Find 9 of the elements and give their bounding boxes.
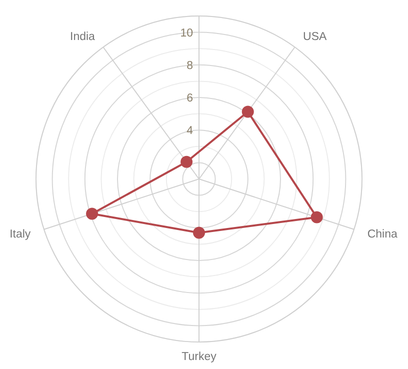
y-tick-label: 4 bbox=[186, 125, 194, 138]
y-tick-label: 8 bbox=[186, 60, 193, 72]
spoke-label: USA bbox=[303, 30, 328, 43]
spoke-label: China bbox=[367, 228, 398, 241]
spoke-label: Italy bbox=[10, 228, 31, 241]
y-tick-label: 6 bbox=[186, 92, 193, 105]
y-tick-label: 10 bbox=[180, 27, 193, 40]
spoke-label: Turkey bbox=[182, 351, 217, 364]
spoke-label: India bbox=[70, 30, 96, 43]
